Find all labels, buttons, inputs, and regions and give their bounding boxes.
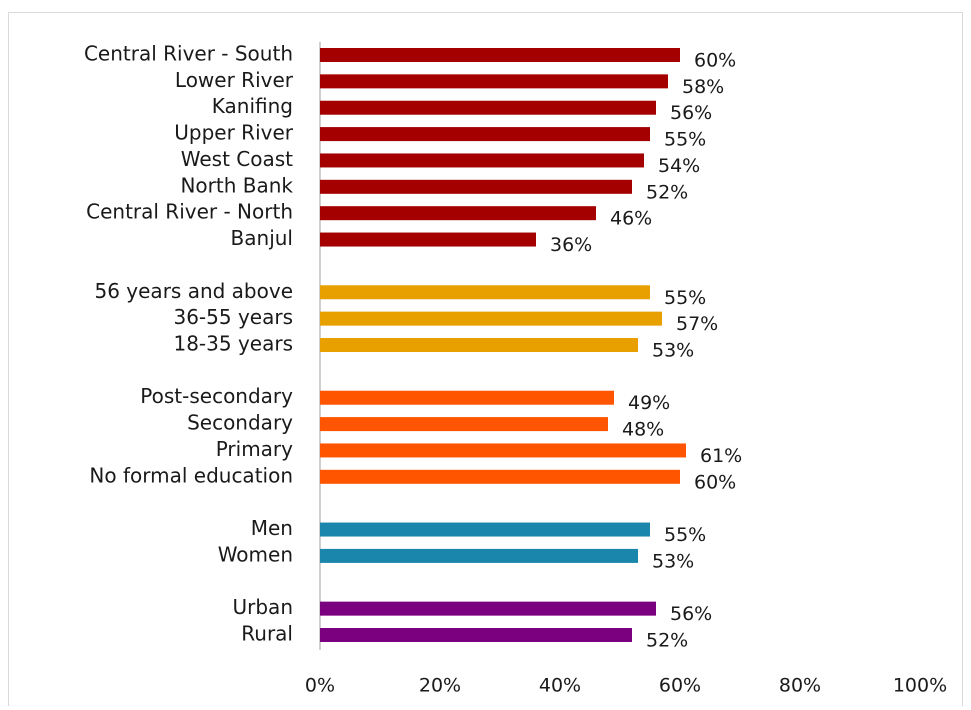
- value-label: 60%: [694, 471, 736, 493]
- value-label: 49%: [628, 392, 670, 414]
- y-tick-label: North Bank: [180, 173, 293, 197]
- bar: [320, 522, 650, 537]
- value-label: 55%: [664, 129, 706, 151]
- y-tick-label: Banjul: [231, 226, 293, 250]
- value-label: 53%: [652, 340, 694, 362]
- value-label: 61%: [700, 445, 742, 467]
- chart-frame: [8, 12, 963, 710]
- y-tick-label: Central River - South: [84, 42, 293, 66]
- y-tick-label: No formal education: [89, 463, 293, 487]
- bar: [320, 179, 632, 194]
- value-label: 48%: [622, 419, 664, 441]
- y-tick-label: Primary: [216, 437, 293, 461]
- y-tick-label: 36-55 years: [173, 305, 293, 329]
- value-label: 52%: [646, 630, 688, 652]
- value-label: 56%: [670, 603, 712, 625]
- y-tick-label: Lower River: [175, 68, 294, 92]
- x-tick-label: 100%: [893, 675, 947, 697]
- bar: [320, 469, 680, 484]
- bar: [320, 338, 638, 352]
- value-label: 53%: [652, 550, 694, 572]
- y-tick-label: Upper River: [174, 121, 294, 145]
- bar: [320, 127, 650, 142]
- bar: [320, 206, 596, 221]
- y-tick-label: 18-35 years: [173, 332, 293, 356]
- bar: [320, 232, 536, 247]
- y-tick-label: West Coast: [181, 147, 293, 171]
- bar: [320, 74, 668, 89]
- value-label: 57%: [676, 313, 718, 335]
- bar: [320, 390, 614, 405]
- y-tick-label: Kanifing: [212, 94, 293, 118]
- bar: [320, 311, 662, 326]
- x-tick-label: 60%: [659, 675, 701, 697]
- x-tick-label: 20%: [419, 675, 461, 697]
- value-label: 55%: [664, 524, 706, 546]
- bar: [320, 443, 686, 458]
- y-tick-label: Central River - North: [86, 200, 293, 224]
- y-tick-label: Women: [218, 542, 293, 566]
- value-label: 54%: [658, 155, 700, 177]
- value-label: 36%: [550, 234, 592, 256]
- y-tick-label: Rural: [241, 622, 293, 646]
- bar: [320, 153, 644, 168]
- bar: [320, 417, 608, 432]
- bar: [320, 285, 650, 300]
- x-tick-label: 80%: [779, 675, 821, 697]
- bar: [320, 601, 656, 616]
- y-tick-label: Urban: [233, 595, 294, 619]
- bar: [320, 100, 656, 115]
- y-tick-label: 56 years and above: [94, 279, 293, 303]
- value-label: 46%: [610, 208, 652, 230]
- y-tick-label: Secondary: [187, 411, 293, 435]
- value-label: 60%: [694, 50, 736, 72]
- x-tick-label: 40%: [539, 675, 581, 697]
- value-label: 58%: [682, 76, 724, 98]
- value-label: 52%: [646, 181, 688, 203]
- y-tick-label: Men: [251, 516, 293, 540]
- value-label: 56%: [670, 102, 712, 124]
- bar: [320, 548, 638, 563]
- y-tick-label: Post-secondary: [140, 384, 293, 408]
- bar: [320, 628, 632, 642]
- x-tick-label: 0%: [305, 675, 335, 697]
- value-label: 55%: [664, 287, 706, 309]
- bar: [320, 48, 680, 62]
